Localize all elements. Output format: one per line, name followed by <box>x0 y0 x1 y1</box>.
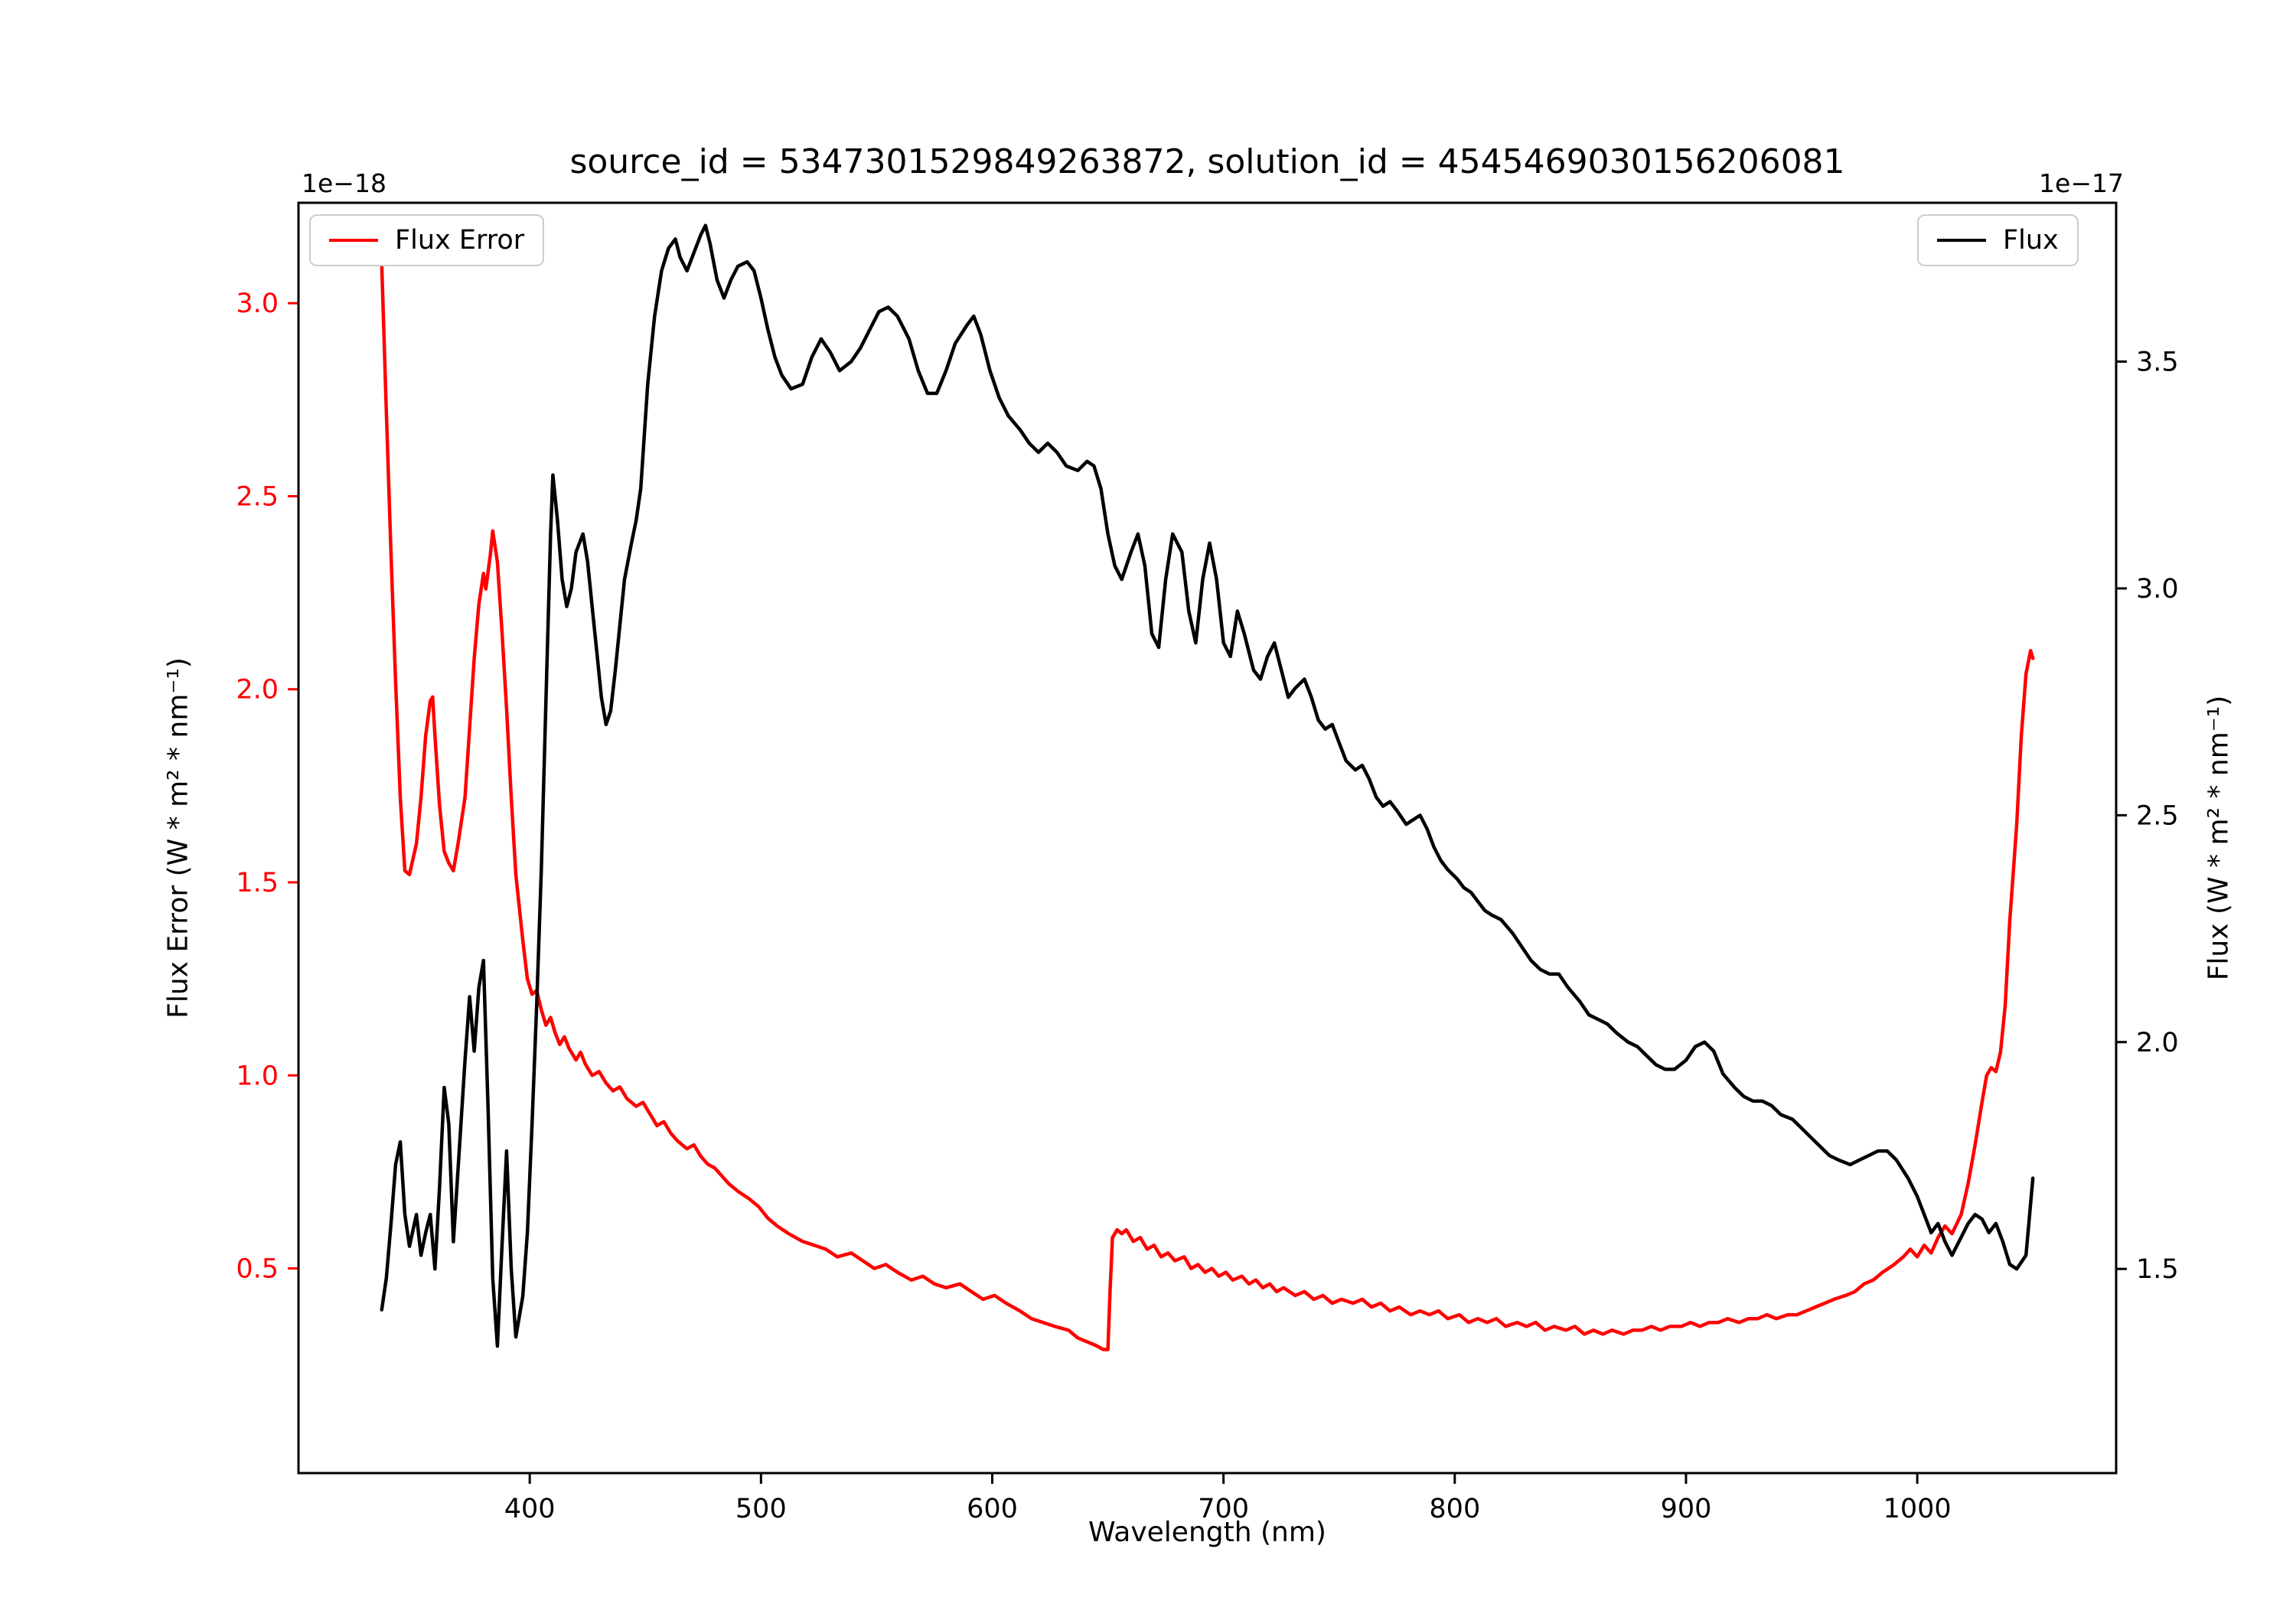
right-y-tick-label: 2.0 <box>2136 1028 2179 1058</box>
flux-error-legend-line-sample <box>329 239 378 242</box>
left-axis-label: Flux Error (W * m² * nm⁻¹) <box>162 657 194 1019</box>
flux-legend-line-sample <box>1937 239 1986 242</box>
x-tick-label: 600 <box>967 1494 1018 1524</box>
flux-error-line <box>380 262 2035 1351</box>
right-axis-label: Flux (W * m² * nm⁻¹) <box>2203 695 2235 981</box>
flux-line <box>380 223 2035 1348</box>
left-y-tick-label: 2.5 <box>236 481 279 512</box>
x-tick-label: 500 <box>735 1494 787 1524</box>
left-y-tick-label: 1.0 <box>236 1061 279 1091</box>
right-y-tick-label: 3.0 <box>2136 574 2179 605</box>
left-y-tick-label: 2.0 <box>236 675 279 706</box>
x-tick-label: 900 <box>1661 1494 1712 1524</box>
left-y-tick-label: 0.5 <box>236 1254 279 1285</box>
right-y-tick-label: 2.5 <box>2136 800 2179 831</box>
legend-flux-error: Flux Error <box>309 214 545 266</box>
left-axis-offset-label: 1e−18 <box>302 168 386 198</box>
flux-legend-label: Flux <box>2003 225 2059 256</box>
x-tick-label: 700 <box>1198 1494 1249 1524</box>
left-y-tick-label: 1.5 <box>236 868 279 898</box>
x-tick-label: 400 <box>504 1494 556 1524</box>
x-tick-label: 800 <box>1429 1494 1480 1524</box>
axes-border <box>297 201 2118 1475</box>
legend-flux: Flux <box>1917 214 2079 266</box>
left-y-tick-label: 3.0 <box>236 288 279 319</box>
right-axis-offset-label: 1e−17 <box>2039 168 2124 198</box>
x-tick-label: 1000 <box>1883 1494 1952 1524</box>
flux-error-legend-label: Flux Error <box>395 225 525 256</box>
x-axis-label: Wavelength (nm) <box>1088 1517 1326 1548</box>
right-y-tick-label: 1.5 <box>2136 1254 2179 1285</box>
chart-title: source_id = 5347301529849263872, solutio… <box>569 142 1845 181</box>
right-y-tick-label: 3.5 <box>2136 347 2179 378</box>
